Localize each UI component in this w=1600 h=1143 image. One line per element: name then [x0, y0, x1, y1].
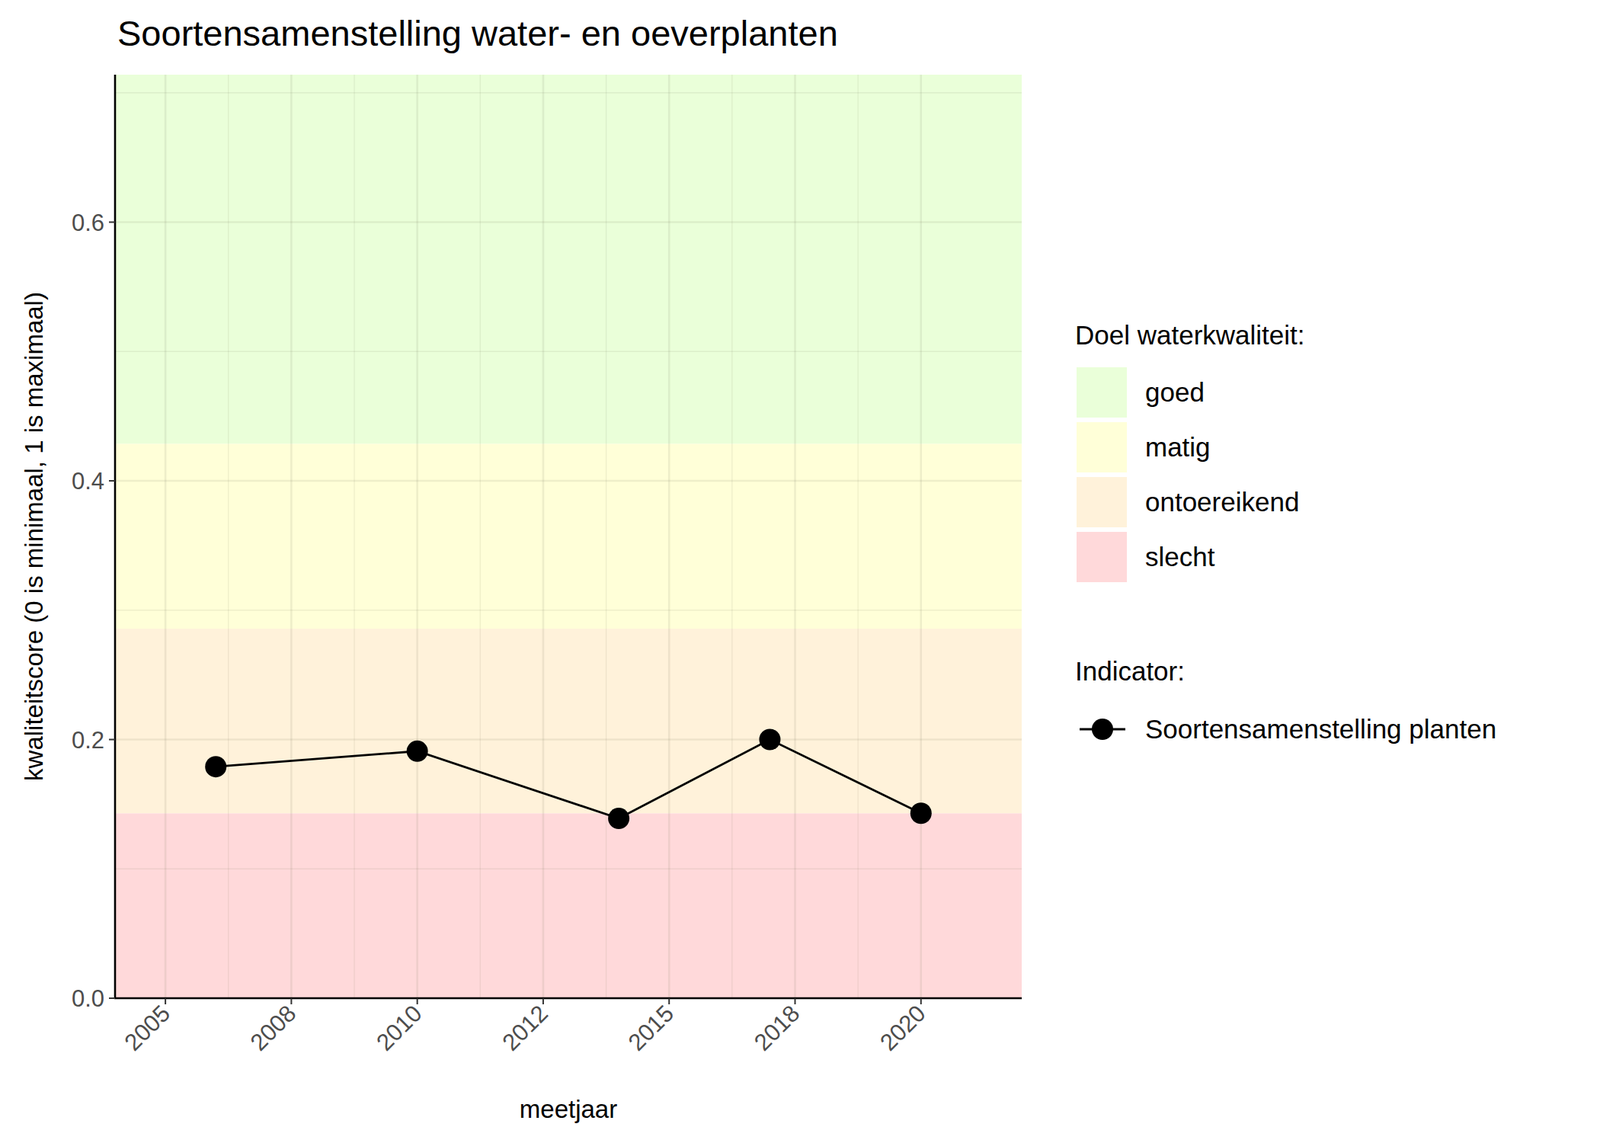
legend-title: Doel waterkwaliteit: [1075, 320, 1306, 350]
grid-line [290, 74, 293, 999]
x-tick-label: 2018 [748, 999, 806, 1056]
series-line [215, 739, 922, 820]
y-tick-label: 0.4 [71, 467, 105, 495]
data-point [406, 740, 429, 762]
grid-line [115, 220, 1022, 224]
y-tick [108, 997, 116, 999]
data-point [758, 729, 781, 751]
title: Soortensamenstelling water- en oeverplan… [117, 12, 839, 54]
data-point [608, 807, 630, 829]
grid-line [115, 997, 1022, 999]
grid-line [115, 480, 1022, 483]
y-tick-label: 0.2 [71, 726, 105, 754]
legend-label: matig [1145, 432, 1211, 462]
minor-grid-line [353, 74, 355, 999]
minor-grid-line [115, 609, 1022, 611]
minor-grid-line [115, 351, 1022, 352]
grid-line [919, 74, 922, 999]
x-tick [416, 998, 419, 1005]
x-tick-label: 2015 [623, 999, 680, 1056]
y-axis-label: kwaliteitscore (0 is minimaal, 1 is maxi… [19, 291, 48, 781]
grid-line [115, 738, 1022, 741]
band [115, 628, 1022, 813]
x-tick-label: 2010 [371, 999, 428, 1056]
x-tick [164, 998, 167, 1005]
band [115, 74, 1022, 444]
legend-swatch [1076, 367, 1127, 418]
legend-swatch [1076, 531, 1127, 583]
y-tick [108, 221, 116, 224]
x-axis-label: meetjaar [519, 1094, 618, 1124]
band [115, 443, 1022, 629]
x-tick [794, 998, 797, 1005]
x-tick-label: 2005 [119, 999, 176, 1056]
legend-swatch [1076, 476, 1127, 528]
x-tick [290, 998, 292, 1005]
grid-line [668, 74, 671, 999]
legend-label: goed [1145, 377, 1205, 407]
minor-grid-line [227, 74, 229, 999]
y-tick-label: 0.6 [71, 209, 105, 237]
legend-label: slecht [1145, 541, 1216, 572]
x-tick [542, 998, 544, 1005]
grid-line [416, 74, 419, 999]
data-point [204, 755, 227, 778]
minor-grid-line [731, 74, 733, 999]
x-axis-line [114, 997, 1022, 1000]
legend-label: ontoereikend [1145, 486, 1300, 517]
minor-grid-line [857, 74, 858, 999]
grid-line [542, 74, 545, 999]
minor-grid-line [605, 74, 607, 999]
data-point [910, 802, 932, 824]
grid-line [793, 74, 797, 999]
grid [115, 74, 1022, 999]
band [115, 812, 1022, 999]
grid-line [164, 74, 167, 999]
bands [115, 74, 1022, 999]
x-tick [668, 998, 670, 1005]
y-tick [108, 739, 116, 741]
data [204, 729, 932, 830]
legend-title: Indicator: [1075, 656, 1185, 686]
x-tick-label: 2008 [245, 999, 302, 1056]
y-tick [108, 480, 116, 482]
minor-grid-line [115, 92, 1022, 93]
x-tick-label: 2020 [874, 999, 932, 1056]
minor-grid-line [115, 868, 1022, 870]
x-tick-label: 2012 [496, 999, 554, 1056]
legend-marker [1091, 718, 1114, 740]
y-axis-line [114, 74, 117, 999]
legend-label: Soortensamenstelling planten [1145, 713, 1497, 744]
y-tick-label: 0.0 [71, 985, 105, 1012]
chart: 0.0 0.2 0.4 0.6 2005 2008 2010 2012 2015 2018 2020… [0, 0, 1600, 1143]
minor-grid-line [480, 74, 481, 999]
x-tick [920, 998, 922, 1005]
legend-swatch [1076, 422, 1127, 473]
